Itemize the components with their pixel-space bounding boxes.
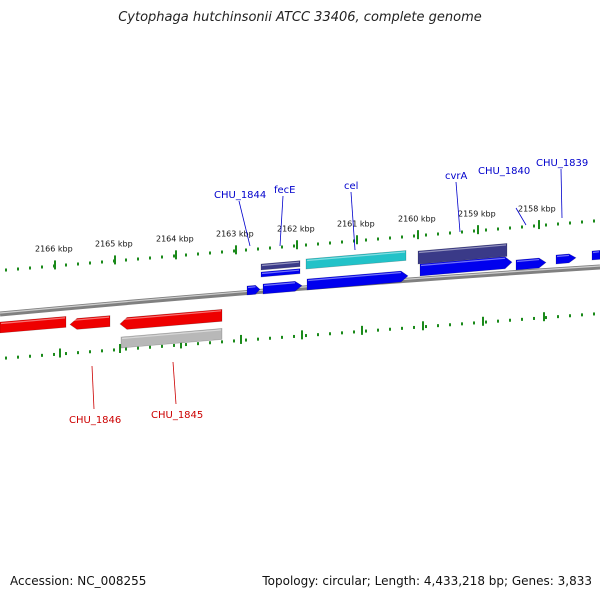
gene-label: CHU_1846: [69, 415, 121, 426]
gene-label: CHU_1844: [214, 190, 266, 201]
feature-fecE-arrow: [262, 280, 303, 295]
feature-cvrA-upper: [417, 243, 508, 265]
feature-cel-cds-shine: [307, 271, 402, 282]
feature-cel-upper-shine: [306, 251, 406, 262]
inner-tick-ring: [5, 312, 595, 360]
leader-line: [172, 361, 177, 405]
leader-line: [560, 168, 563, 219]
gene-label: fecE: [274, 185, 296, 196]
gene-label: cel: [344, 181, 358, 192]
feature-CHU_1845-cds-shine: [120, 310, 222, 321]
leader-line: [238, 200, 251, 247]
outer-tick-ring: [5, 219, 595, 272]
map-title: Cytophaga hutchinsonii ATCC 33406, compl…: [118, 10, 482, 25]
kbp-label: 2163 kbp: [216, 230, 254, 239]
feature-grey-block: [120, 328, 223, 349]
kbp-label: 2166 kbp: [35, 245, 73, 254]
gene-label: cvrA: [445, 171, 468, 182]
feature-CHU_1845-cds: [119, 309, 223, 330]
feature-fecE-cds: [260, 268, 301, 278]
leader-line: [515, 207, 527, 226]
gene-label: CHU_1845: [151, 410, 203, 421]
kbp-label: 2161 kbp: [337, 219, 375, 228]
feature-CHU_1846-part2: [69, 315, 111, 330]
feature-CHU_1846-part1: [0, 316, 67, 334]
gene-label: CHU_1840: [478, 166, 530, 177]
feature-cvrA-upper-shine: [418, 244, 507, 254]
feature-cvrA-cds-shine: [420, 257, 506, 267]
leader-line: [91, 365, 95, 410]
kbp-label: 2162 kbp: [277, 224, 315, 233]
label-layer: 2166 kbp 2165 kbp 2164 kbp 2163 kbp 2162 kbp…: [35, 158, 588, 426]
feature-cel-upper: [305, 250, 407, 270]
backbone-band: [0, 264, 600, 317]
feature-upper-1-shine: [261, 261, 300, 267]
feature-CHU_1839-cds-shine: [556, 254, 570, 258]
feature-upper-1: [260, 260, 301, 271]
feature-fecE-arrow-shine: [263, 282, 296, 287]
kbp-label: 2165 kbp: [95, 240, 133, 249]
feature-CHU_1844-cds-shine: [247, 286, 256, 289]
leader-line: [455, 181, 461, 233]
accession-label: Accession: NC_008255: [10, 574, 147, 588]
kbp-label: 2159 kbp: [458, 209, 496, 218]
leader-line: [279, 195, 284, 247]
gene-label: CHU_1839: [536, 158, 588, 169]
feature-edge-cds-shine: [592, 251, 600, 254]
feature-CHU_1839-cds: [555, 253, 577, 265]
leader-line: [350, 191, 356, 251]
feature-track: [0, 243, 600, 349]
kbp-label: 2158 kbp: [518, 204, 556, 213]
feature-cel-cds: [306, 270, 409, 291]
feature-CHU_1840-cds-shine: [516, 258, 540, 263]
feature-CHU_1846-part1-shine: [0, 317, 66, 325]
feature-CHU_1840-cds: [515, 257, 547, 271]
kbp-label: 2164 kbp: [156, 235, 194, 244]
feature-CHU_1844-cds: [246, 284, 261, 296]
genome-summary: Topology: circular; Length: 4,433,218 bp…: [262, 574, 592, 588]
feature-edge-cds: [591, 250, 600, 261]
feature-CHU_1846-part2-shine: [70, 316, 110, 322]
feature-fecE-cds-shine: [261, 269, 300, 275]
feature-grey-block-shine: [121, 329, 222, 340]
feature-cvrA-cds: [419, 256, 513, 277]
kbp-label: 2160 kbp: [398, 214, 436, 223]
